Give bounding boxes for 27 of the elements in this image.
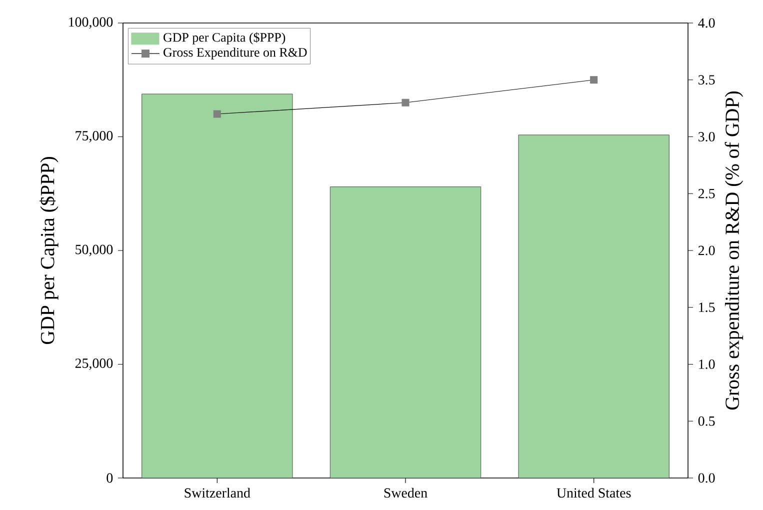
y2-tick-label: 3.0 [698,132,715,142]
x-tick-label: Switzerland [184,488,250,498]
y2-tick-label: 2.5 [698,188,715,198]
y2-tick-label: 1.0 [699,360,715,369]
y-tick-label: 75,000 [76,131,113,142]
y2-tick-label: 1.5 [699,302,715,312]
y-tick-label: 0 [106,473,113,483]
y2-tick-label: 0.5 [698,416,715,426]
x-tick-label: United States [556,488,631,498]
y-axis-title: GDP per Capita ($PPP) [40,157,58,344]
y2-tick-label: 2.0 [698,246,715,256]
bar [330,186,482,478]
point [402,98,410,106]
y2-axis-title: Gross expenditure on R&D (% of GDP) [724,91,744,410]
legend-label: Gross Expenditure on R&D [164,48,307,60]
y2-tick-label: 0.0 [698,473,715,483]
y-tick-label: 25,000 [75,358,113,370]
x-tick-label: Sweden [384,488,428,498]
legend-label: GDP per Capita ($PPP) [164,32,286,44]
y-tick-label: 50,000 [76,244,113,256]
y2-tick-label: 4.0 [698,18,715,28]
bar [142,94,293,478]
bar [518,134,670,478]
point [213,110,221,118]
y2-tick-label: 3.5 [698,75,715,85]
y-tick-label: 100,000 [69,17,113,29]
point [590,76,598,84]
